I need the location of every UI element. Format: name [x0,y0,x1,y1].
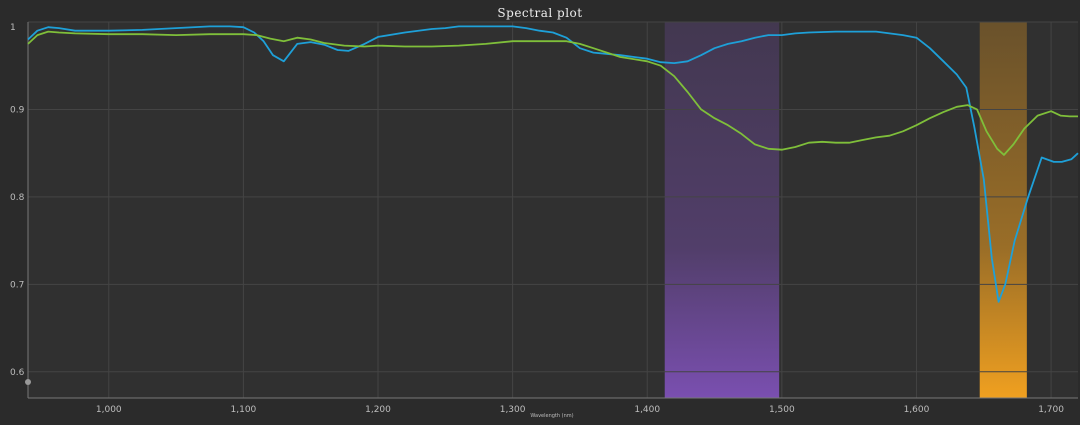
chart-title: Spectral plot [497,6,583,20]
x-tick-label-7: 1,600 [904,405,930,415]
y-tick-label-2: 0.7 [10,280,24,290]
series-line-2 [27,30,1078,156]
x-axis-ticks: 1,000 1,100 1,200 1,300 1,400 1,500 1,600 1,700 [96,405,1064,415]
y-tick-label-3: 0.8 [10,193,25,203]
x-axis-title: Wavelength (nm) [530,413,573,419]
x-tick-label-5: 1,400 [634,405,660,415]
x-tick-label-3: 1,200 [365,405,391,415]
grid-lines [27,21,1078,399]
plot-area[interactable] [28,22,1078,398]
x-tick-label-2: 1,100 [231,405,257,415]
y-axis-ticks: 0.6 0.7 0.8 0.9 1 [10,23,25,378]
x-tick-label-1: 1,000 [96,405,122,415]
y-tick-label-4: 0.9 [10,105,25,115]
highlight-band-1 [664,22,780,398]
x-tick-label-6: 1,500 [769,405,795,415]
y-tick-label-5: 1 [10,23,16,33]
origin-handle[interactable] [25,379,31,385]
series-lines [27,25,1079,303]
x-tick-label-8: 1,700 [1038,405,1064,415]
x-tick-label-4: 1,300 [500,405,526,415]
y-tick-label-1: 0.6 [10,368,25,378]
